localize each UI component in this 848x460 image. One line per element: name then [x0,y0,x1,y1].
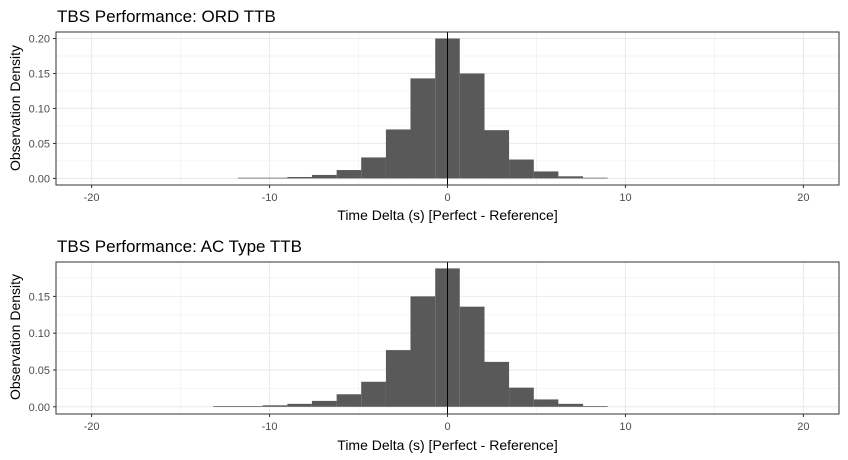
histogram-bar [459,306,485,407]
histogram-bar [311,400,337,407]
histogram-bar [533,399,559,407]
histogram-bar [484,361,510,407]
histogram-bar [410,296,436,407]
histogram-bar [336,394,362,407]
x-axis-label: Time Delta (s) [Perfect - Reference] [337,437,557,453]
x-tick-label: -10 [262,421,278,433]
y-axis-label: Observation Density [7,45,23,171]
x-tick-label: -20 [84,192,100,204]
histogram-bar [361,157,386,179]
histogram-bar [336,170,362,179]
chart-ord-ttb: TBS Performance: ORD TTB Time Delta (s) … [7,7,840,223]
y-tick-label: 0.00 [29,173,50,185]
histogram-bar [583,177,608,179]
histogram-bar [484,130,510,179]
x-tick-label: 20 [797,192,809,204]
x-tick-label: 0 [444,192,450,204]
histogram-bar [361,381,386,407]
chart-ac-type-ttb: TBS Performance: AC Type TTB Time Delta … [7,237,840,453]
histogram-bar [410,78,436,179]
y-axis-ticks: 0.00 0.05 0.10 0.15 0.20 [29,34,56,185]
histogram-bar [459,73,485,179]
x-axis-ticks: -20 -10 0 10 20 [84,414,810,433]
histogram-bar [262,177,288,179]
x-tick-label: 20 [797,421,809,433]
histogram-bar [558,176,584,179]
x-tick-label: 10 [619,192,631,204]
histogram-bar [238,406,263,407]
x-axis-ticks: -20 -10 0 10 20 [84,185,810,204]
histogram-bar [509,159,534,179]
histogram-bar [213,406,239,407]
histogram-bar [287,403,312,407]
histogram-bar [311,174,337,179]
y-tick-label: 0.20 [29,34,50,46]
x-tick-label: -20 [84,421,100,433]
chart-title: TBS Performance: AC Type TTB [57,237,302,256]
y-tick-label: 0.10 [29,328,50,340]
histogram-bar [533,171,559,179]
histogram-bar [238,177,263,179]
x-tick-label: -10 [262,192,278,204]
y-tick-label: 0.05 [29,138,50,150]
histogram-bar [385,350,411,407]
y-tick-label: 0.15 [29,68,50,80]
histogram-bar [262,405,288,407]
chart-title: TBS Performance: ORD TTB [57,7,276,26]
x-axis-label: Time Delta (s) [Perfect - Reference] [337,207,557,223]
x-tick-label: 0 [444,421,450,433]
y-tick-label: 0.05 [29,365,50,377]
histogram-bar [583,406,608,407]
y-axis-ticks: 0.00 0.05 0.10 0.15 [29,291,56,414]
y-tick-label: 0.00 [29,402,50,414]
y-tick-label: 0.15 [29,291,50,303]
x-tick-label: 10 [619,421,631,433]
y-axis-label: Observation Density [7,274,23,400]
histogram-bar [558,403,584,407]
histogram-bar [509,387,534,407]
histogram-bar [385,129,411,179]
histogram-bars [213,268,608,407]
y-tick-label: 0.10 [29,103,50,115]
histogram-bar [287,177,312,179]
